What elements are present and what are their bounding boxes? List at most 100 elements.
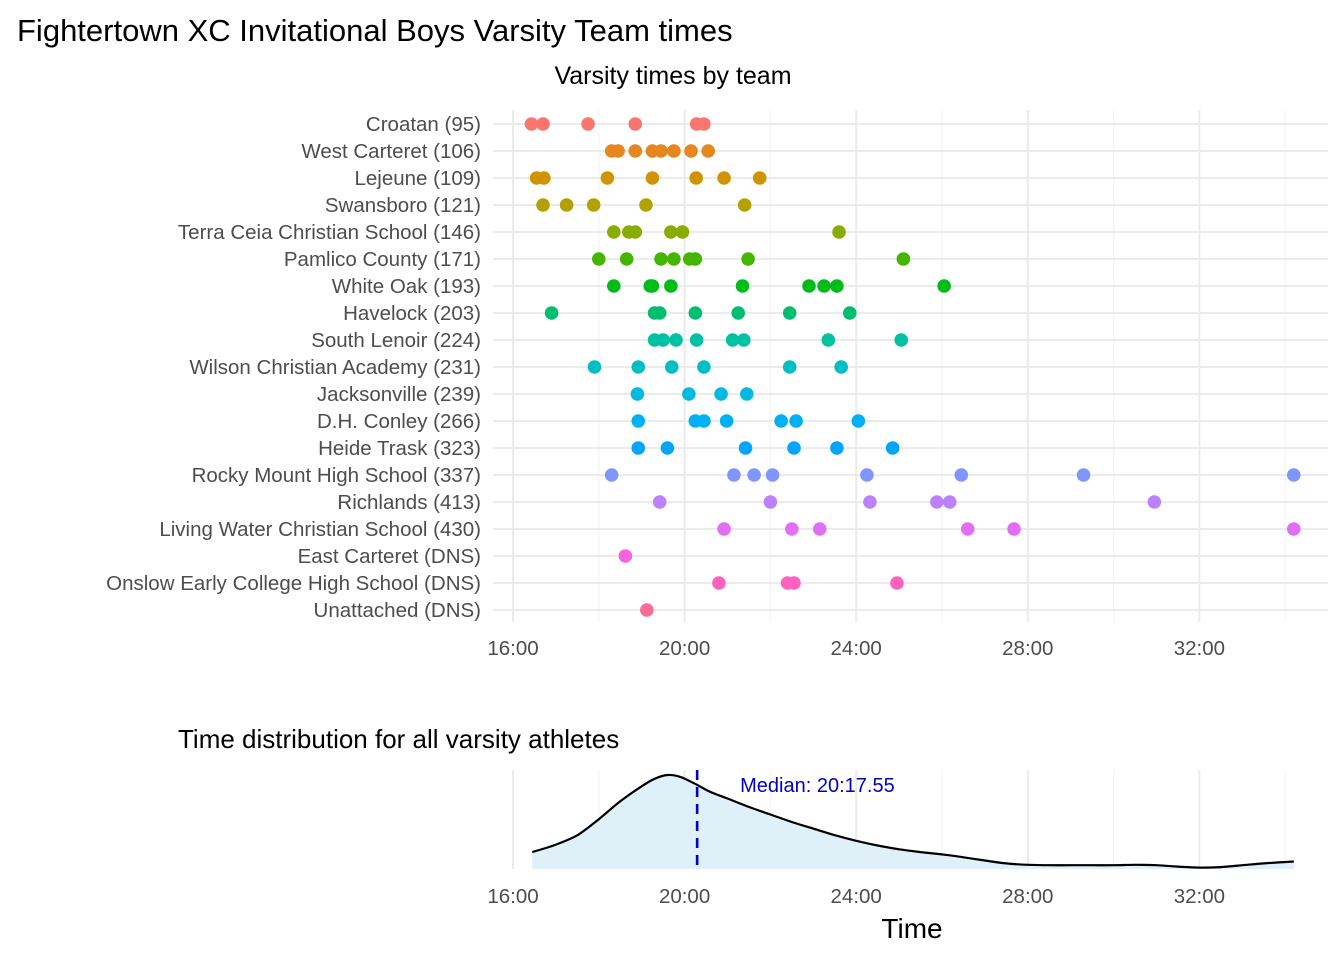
- data-point: [689, 171, 703, 185]
- y-tick-label: Havelock (203): [343, 302, 481, 325]
- data-point: [619, 252, 634, 266]
- y-tick-label: Swansboro (121): [325, 194, 481, 217]
- y-tick-label: Pamlico County (171): [284, 248, 481, 271]
- data-point: [714, 387, 728, 401]
- data-point: [812, 522, 827, 536]
- data-point: [628, 144, 643, 158]
- data-point: [640, 603, 654, 617]
- data-point: [894, 333, 909, 347]
- data-point: [752, 171, 767, 185]
- data-point: [600, 171, 615, 185]
- data-point: [737, 333, 751, 347]
- data-point: [684, 144, 698, 158]
- data-point: [863, 495, 877, 509]
- y-tick-label: Living Water Christian School (430): [159, 518, 481, 541]
- data-point: [719, 414, 734, 428]
- y-tick-label: Unattached (DNS): [314, 599, 481, 622]
- x-tick-label: 32:00: [1174, 885, 1225, 908]
- data-point: [787, 576, 801, 590]
- data-point: [611, 144, 625, 158]
- data-point: [1147, 495, 1162, 509]
- data-point: [717, 171, 731, 185]
- data-point: [618, 549, 633, 563]
- data-point: [688, 252, 703, 266]
- data-point: [645, 279, 660, 293]
- data-point: [592, 252, 606, 266]
- data-point: [740, 387, 754, 401]
- data-point: [664, 279, 678, 293]
- data-point: [537, 171, 551, 185]
- y-tick-label: Wilson Christian Academy (231): [189, 356, 481, 379]
- data-point: [664, 225, 678, 239]
- data-point: [656, 333, 670, 347]
- data-point: [860, 468, 874, 482]
- density-panel: Time distribution for all varsity athlet…: [178, 724, 1294, 944]
- data-point: [717, 522, 731, 536]
- data-point: [667, 144, 681, 158]
- data-point: [725, 333, 740, 347]
- data-point: [604, 468, 619, 482]
- x-tick-label: 24:00: [831, 885, 882, 908]
- data-point: [628, 225, 643, 239]
- data-point: [789, 414, 803, 428]
- data-point: [1286, 522, 1301, 536]
- scatter-x-tick-labels: 16:00 20:00 24:00 28:00 32:00: [487, 637, 1225, 660]
- data-point: [682, 387, 696, 401]
- data-point: [782, 360, 797, 374]
- x-tick-label: 28:00: [1002, 637, 1053, 660]
- data-point: [559, 198, 574, 212]
- y-tick-label: Richlands (413): [337, 491, 481, 514]
- data-point: [701, 144, 715, 158]
- data-point: [741, 252, 755, 266]
- data-point: [802, 279, 816, 293]
- data-point: [727, 468, 741, 482]
- data-point: [782, 306, 797, 320]
- scatter-y-tick-labels: Croatan (95) West Carteret (106) Lejeune (…: [106, 113, 481, 622]
- density-x-tick-labels: 16:00 20:00 24:00 28:00 32:00: [487, 885, 1225, 908]
- data-point: [524, 117, 539, 131]
- data-point: [1076, 468, 1091, 482]
- density-title: Time distribution for all varsity athlet…: [178, 724, 619, 754]
- x-tick-label: 28:00: [1002, 885, 1053, 908]
- y-tick-label: Rocky Mount High School (337): [192, 464, 481, 487]
- data-point: [639, 198, 653, 212]
- data-point: [830, 441, 844, 455]
- data-point: [738, 441, 753, 455]
- y-tick-label: D.H. Conley (266): [317, 410, 481, 433]
- data-point: [731, 306, 746, 320]
- data-point: [735, 279, 750, 293]
- y-tick-label: South Lenoir (224): [311, 329, 481, 352]
- data-point: [1007, 522, 1021, 536]
- data-point: [942, 495, 957, 509]
- data-point: [851, 414, 866, 428]
- median-label: Median: 20:17.55: [740, 775, 895, 797]
- y-tick-label: Heide Trask (323): [318, 437, 481, 460]
- data-point: [645, 171, 660, 185]
- data-point: [631, 360, 646, 374]
- data-point: [654, 144, 668, 158]
- data-point: [890, 576, 904, 590]
- data-point: [765, 468, 780, 482]
- data-point: [737, 198, 752, 212]
- data-point: [763, 495, 778, 509]
- data-point: [930, 495, 944, 509]
- data-point: [830, 279, 844, 293]
- scatter-gridlines: [493, 110, 1328, 622]
- data-point: [885, 441, 900, 455]
- data-point: [689, 333, 704, 347]
- data-point: [586, 198, 601, 212]
- y-tick-label: Lejeune (109): [354, 167, 481, 190]
- data-point: [607, 225, 621, 239]
- data-point: [817, 279, 831, 293]
- data-point: [834, 360, 848, 374]
- density-x-axis-label: Time: [881, 913, 942, 944]
- data-point: [654, 252, 668, 266]
- y-tick-label: Jacksonville (239): [317, 383, 481, 406]
- data-point: [712, 576, 726, 590]
- x-tick-label: 20:00: [659, 637, 710, 660]
- y-tick-label: Croatan (95): [366, 113, 481, 136]
- data-point: [581, 117, 595, 131]
- scatter-points: [524, 117, 1301, 617]
- data-point: [821, 333, 836, 347]
- scatter-title: Varsity times by team: [554, 62, 791, 90]
